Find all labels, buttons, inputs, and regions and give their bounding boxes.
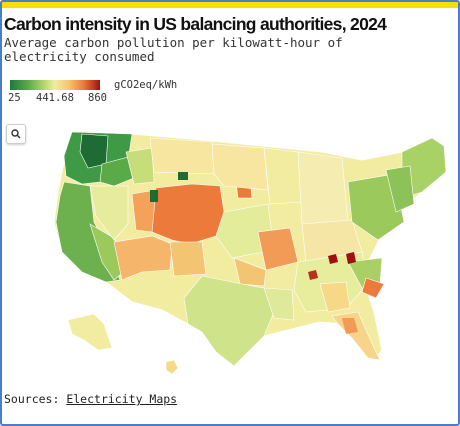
region-texas-east: [263, 287, 295, 321]
region-south-carolina: [361, 277, 385, 299]
region-great-lakes: [297, 151, 349, 225]
sources-link[interactable]: Electricity Maps: [66, 392, 178, 406]
region-mid-atlantic: [347, 173, 405, 241]
region-georgia: [319, 281, 351, 313]
legend-unit: gCO2eq/kWh: [114, 79, 178, 91]
search-icon: [11, 129, 21, 139]
region-seattle: [79, 133, 109, 169]
region-california-south: [89, 223, 127, 281]
region-new-mexico: [169, 241, 207, 277]
us-balancing-authorities-map[interactable]: [2, 112, 458, 382]
region-montana: [149, 137, 215, 175]
legend-color-scale: [10, 80, 100, 90]
region-florida-orange: [342, 318, 358, 334]
legend-max-label: 860: [88, 92, 107, 104]
region-arizona: [113, 235, 173, 281]
region-dark-red-3: [308, 270, 318, 280]
region-texas: [183, 275, 275, 367]
brand-top-bar: [2, 2, 458, 8]
region-oregon-east: [99, 155, 135, 187]
region-dark-red-2: [346, 252, 356, 264]
region-hawaii: [165, 359, 179, 375]
sources-line: Sources: Electricity Maps: [4, 392, 177, 406]
region-green-small: [150, 190, 158, 202]
sources-label: Sources:: [4, 392, 60, 406]
region-oklahoma: [233, 257, 267, 287]
map-subtitle: Average carbon pollution per kilowatt-ho…: [4, 35, 343, 64]
region-new-york: [385, 165, 415, 213]
region-nebraska-kansas: [215, 203, 275, 259]
region-nevada: [89, 185, 129, 241]
region-minnesota: [263, 147, 303, 205]
region-dark-red-1: [328, 254, 338, 264]
region-montana-dark: [178, 172, 188, 180]
legend-min-label: 25: [8, 92, 21, 104]
search-button[interactable]: [6, 124, 26, 144]
region-dakotas: [211, 143, 269, 191]
map-title: Carbon intensity in US balancing authori…: [4, 14, 387, 34]
region-alaska: [67, 313, 113, 351]
region-idaho: [125, 147, 155, 185]
legend-mid-label: 441.68: [36, 92, 74, 104]
